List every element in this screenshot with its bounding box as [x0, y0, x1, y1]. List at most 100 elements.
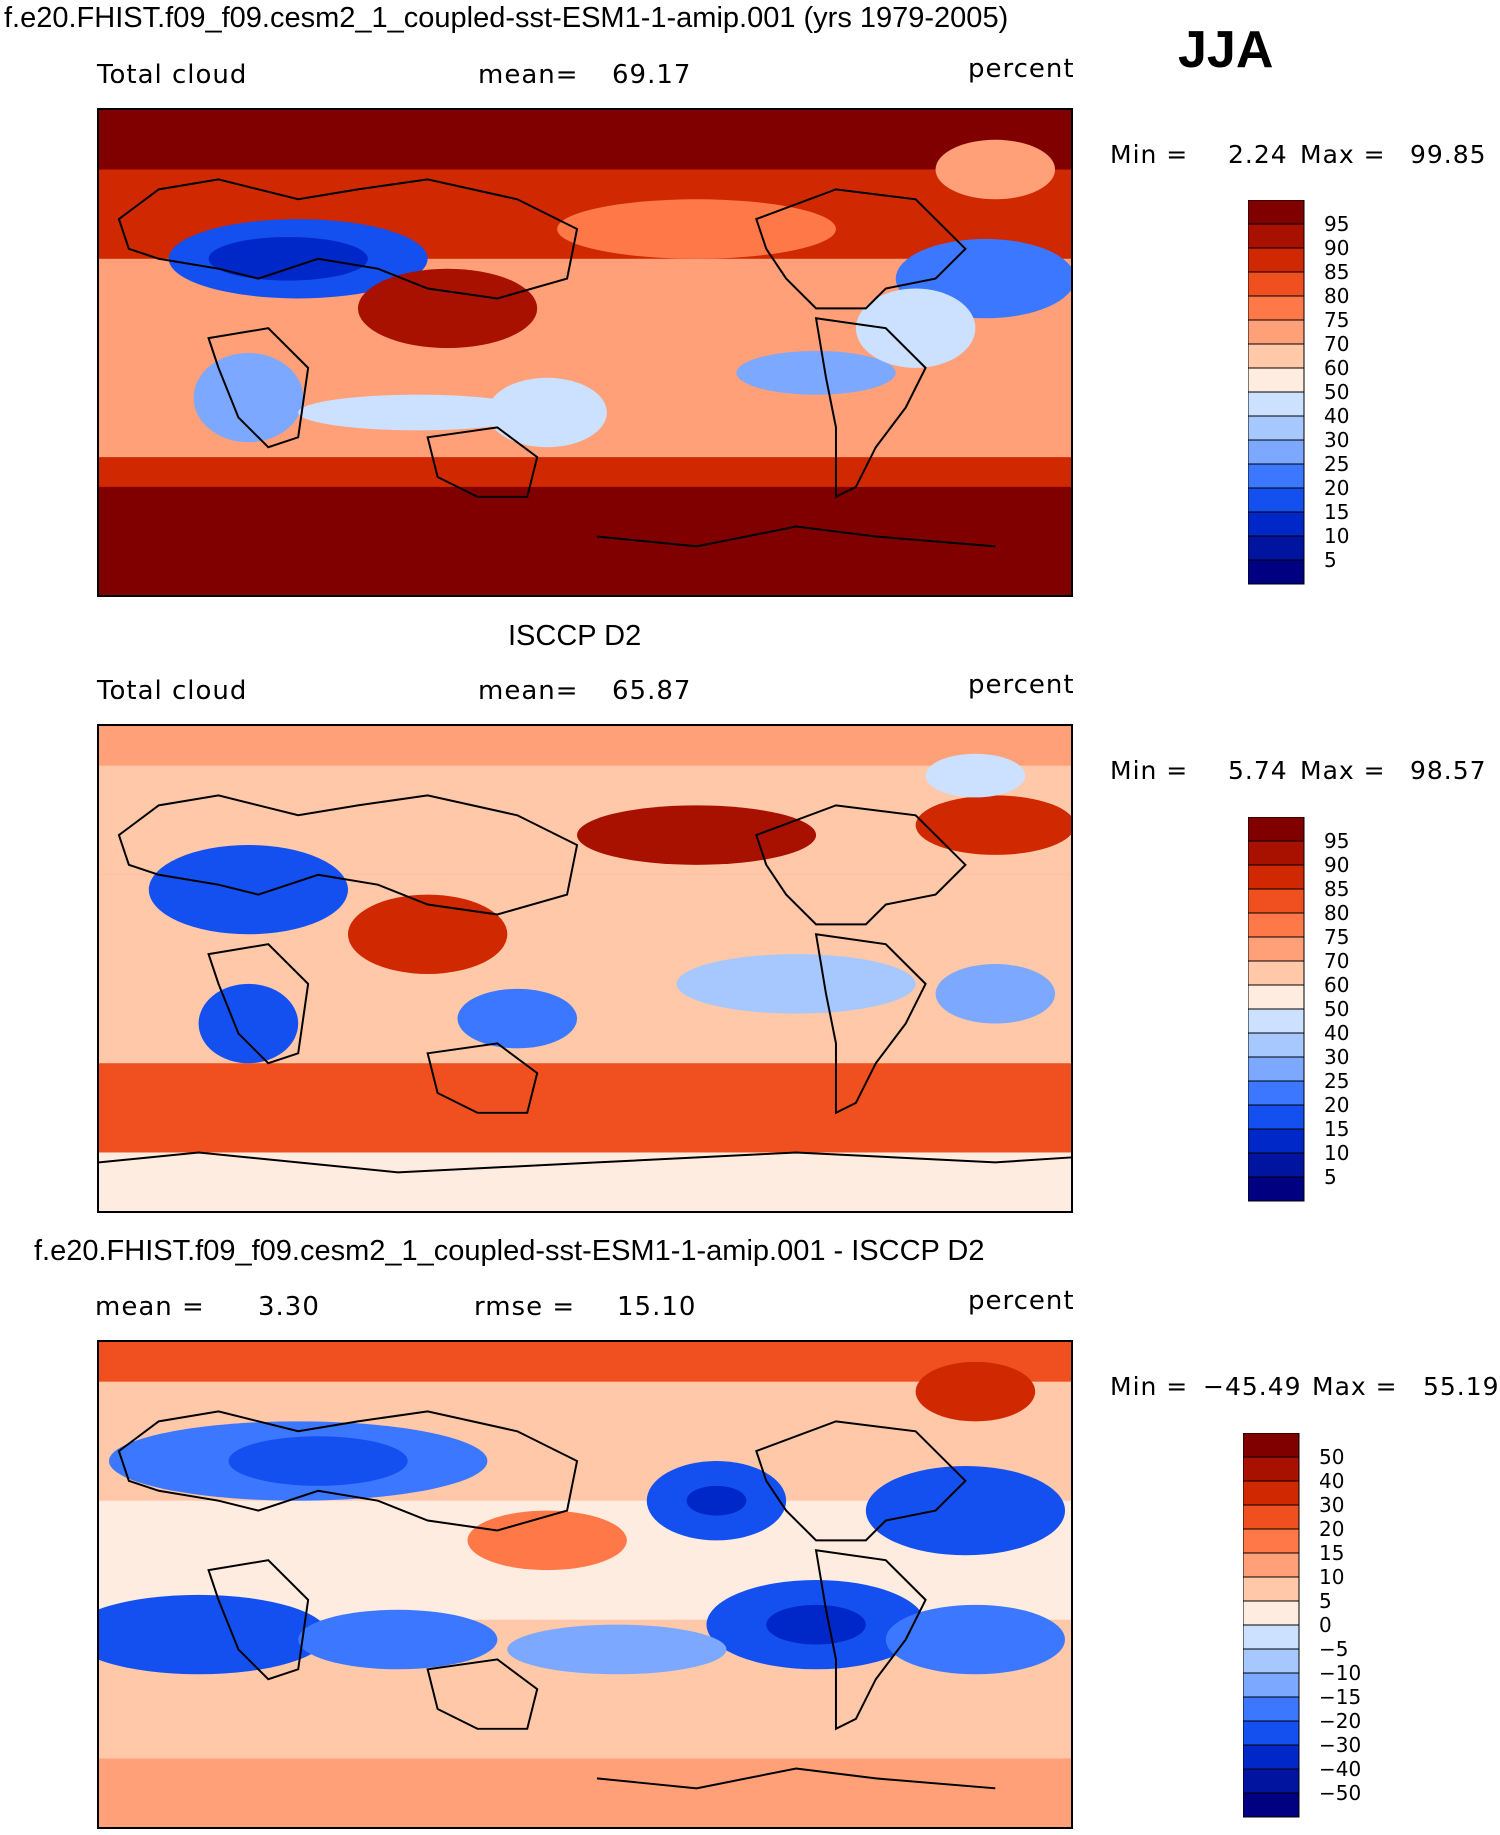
panel1-field	[99, 110, 1071, 595]
colorbar-2-label-1: 90	[1324, 853, 1349, 877]
colorbar-3-box-3	[1243, 1720, 1300, 1746]
panel3-title: f.e20.FHIST.f09_f09.cesm2_1_coupled-sst-…	[34, 1235, 985, 1267]
panel2-map	[97, 724, 1073, 1213]
colorbar-2-label-10: 25	[1324, 1069, 1349, 1093]
colorbar-1-label-0: 95	[1324, 212, 1349, 236]
panel2-min-value: 5.74	[1228, 756, 1288, 785]
colorbar-1-box-13	[1248, 247, 1305, 273]
colorbar-2-box-0	[1248, 1176, 1305, 1202]
panel3-max-value: 55.19	[1423, 1372, 1500, 1401]
colorbar-1-box-14	[1248, 223, 1305, 249]
colorbar-2-box-10	[1248, 936, 1305, 962]
colorbar-3-box-9	[1243, 1576, 1300, 1602]
colorbar-2-box-9	[1248, 960, 1305, 986]
colorbar-2-label-2: 85	[1324, 877, 1349, 901]
panel3-rmse-value: 15.10	[617, 1292, 697, 1322]
panel2-title: ISCCP D2	[508, 620, 642, 652]
colorbar-3-label-6: 5	[1319, 1589, 1332, 1613]
panel2-max-label: Max =	[1300, 756, 1386, 785]
colorbar-1-box-8	[1248, 367, 1305, 393]
colorbar-3-box-11	[1243, 1528, 1300, 1554]
panel2-max-value: 98.57	[1410, 756, 1487, 785]
colorbar-2-box-15	[1248, 817, 1305, 842]
colorbar-1-label-12: 15	[1324, 500, 1349, 524]
panel2-mean-label: mean=	[478, 676, 579, 706]
colorbar-1-label-9: 30	[1324, 428, 1349, 452]
panel1-max-label: Max =	[1300, 140, 1386, 169]
colorbar-1-label-13: 10	[1324, 524, 1349, 548]
colorbar-3-box-1	[1243, 1768, 1300, 1794]
colorbar-2-label-8: 40	[1324, 1021, 1349, 1045]
colorbar-1-box-11	[1248, 295, 1305, 321]
panel3-mean-label: mean =	[95, 1292, 205, 1322]
colorbar-3-box-15	[1243, 1433, 1300, 1458]
panel2-units: percent	[968, 670, 1075, 700]
colorbar-1-box-3	[1248, 487, 1305, 513]
panel1-mean-value: 69.17	[612, 60, 692, 90]
colorbar-2-box-7	[1248, 1008, 1305, 1034]
colorbar-1-box-9	[1248, 343, 1305, 369]
colorbar-2-label-5: 70	[1324, 949, 1349, 973]
panel1-min-label: Min =	[1110, 140, 1189, 169]
colorbar-3-label-7: 0	[1319, 1613, 1332, 1637]
colorbar-2-label-13: 10	[1324, 1141, 1349, 1165]
panel1-mean-label: mean=	[478, 60, 579, 90]
colorbar-3-box-7	[1243, 1624, 1300, 1650]
colorbar-3-label-4: 15	[1319, 1541, 1344, 1565]
panel1-units: percent	[968, 54, 1075, 84]
colorbar-3-label-10: −15	[1319, 1685, 1361, 1709]
colorbar-3-label-9: −10	[1319, 1661, 1361, 1685]
panel3-max-label: Max =	[1312, 1372, 1398, 1401]
colorbar-2-label-0: 95	[1324, 829, 1349, 853]
colorbar-1-box-6	[1248, 415, 1305, 441]
colorbar-2-label-11: 20	[1324, 1093, 1349, 1117]
panel3-min-label: Min =	[1110, 1372, 1189, 1401]
colorbar-2-box-6	[1248, 1032, 1305, 1058]
colorbar-1-label-5: 70	[1324, 332, 1349, 356]
colorbar-3-box-5	[1243, 1672, 1300, 1698]
colorbar-2-box-12	[1248, 888, 1305, 914]
panel2-mean-value: 65.87	[612, 676, 692, 706]
panel3-units: percent	[968, 1286, 1075, 1316]
colorbar-2-box-5	[1248, 1056, 1305, 1082]
panel1-min-value: 2.24	[1228, 140, 1288, 169]
colorbar-3-label-3: 20	[1319, 1517, 1344, 1541]
colorbar-2-box-8	[1248, 984, 1305, 1010]
colorbar-3-label-11: −20	[1319, 1709, 1361, 1733]
panel3-rmse-label: rmse =	[474, 1292, 576, 1322]
colorbar-1-box-0	[1248, 559, 1305, 585]
colorbar-3-label-13: −40	[1319, 1757, 1361, 1781]
colorbar-3-box-10	[1243, 1552, 1300, 1578]
panel1-map	[97, 108, 1073, 597]
colorbar-1-label-10: 25	[1324, 452, 1349, 476]
colorbar-2-label-3: 80	[1324, 901, 1349, 925]
colorbar-2-box-11	[1248, 912, 1305, 938]
colorbar-2-box-14	[1248, 840, 1305, 866]
panel3-mean-value: 3.30	[258, 1292, 320, 1322]
colorbar-3-box-14	[1243, 1456, 1300, 1482]
colorbar-1-label-7: 50	[1324, 380, 1349, 404]
colorbar-3-label-8: −5	[1319, 1637, 1348, 1661]
colorbar-3-box-6	[1243, 1648, 1300, 1674]
colorbar-2-box-2	[1248, 1128, 1305, 1154]
panel2-variable: Total cloud	[97, 676, 248, 706]
panel2-min-label: Min =	[1110, 756, 1189, 785]
colorbar-3-box-0	[1243, 1792, 1300, 1818]
colorbar-1-box-7	[1248, 391, 1305, 417]
colorbar-1-label-1: 90	[1324, 236, 1349, 260]
panel3-map	[97, 1340, 1073, 1829]
colorbar-1-box-4	[1248, 463, 1305, 489]
colorbar-1-label-6: 60	[1324, 356, 1349, 380]
colorbar-2-box-3	[1248, 1104, 1305, 1130]
colorbar-3-label-0: 50	[1319, 1445, 1344, 1469]
colorbar-2-label-7: 50	[1324, 997, 1349, 1021]
colorbar-3-label-1: 40	[1319, 1469, 1344, 1493]
colorbar-2-label-12: 15	[1324, 1117, 1349, 1141]
colorbar-3-box-4	[1243, 1696, 1300, 1722]
colorbar-1-box-1	[1248, 535, 1305, 561]
panel2-field	[99, 726, 1071, 1211]
panel1-variable: Total cloud	[97, 60, 248, 90]
